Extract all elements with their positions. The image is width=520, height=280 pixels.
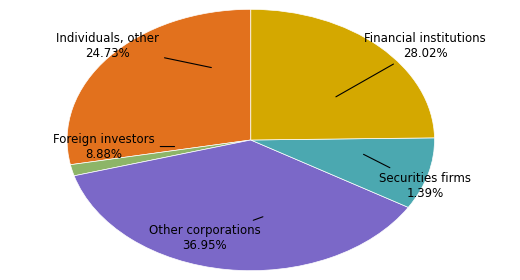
Wedge shape bbox=[251, 9, 435, 140]
Wedge shape bbox=[251, 138, 435, 207]
Text: Financial institutions
28.02%: Financial institutions 28.02% bbox=[336, 32, 486, 97]
Text: Other corporations
36.95%: Other corporations 36.95% bbox=[149, 217, 263, 252]
Text: Individuals, other
24.73%: Individuals, other 24.73% bbox=[56, 32, 211, 67]
Wedge shape bbox=[67, 9, 251, 165]
Wedge shape bbox=[74, 140, 408, 271]
Text: Securities firms
1.39%: Securities firms 1.39% bbox=[363, 154, 471, 200]
Text: Foreign investors
8.88%: Foreign investors 8.88% bbox=[53, 132, 175, 160]
Wedge shape bbox=[70, 140, 251, 176]
